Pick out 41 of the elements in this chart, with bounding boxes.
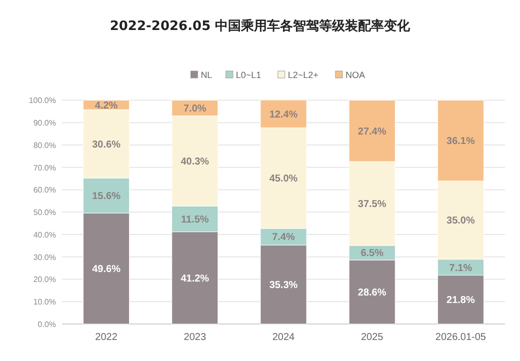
x-tick-label: 2026.01-05 — [435, 332, 486, 343]
x-tick-label: 2025 — [360, 332, 384, 343]
data-label: 6.5% — [360, 248, 384, 260]
y-tick-label: 40.0% — [33, 230, 56, 240]
data-label: 15.6% — [92, 191, 121, 202]
data-label: 30.6% — [92, 139, 121, 150]
data-label: 7.4% — [272, 232, 296, 244]
x-tick-label: 2024 — [272, 332, 296, 343]
data-label: 35.3% — [269, 280, 298, 292]
y-tick-label: 30.0% — [33, 252, 56, 262]
chart-title: 2022-2026.05 中国乘用车各智驾等级装配率变化 — [110, 18, 412, 34]
y-tick-label: 90.0% — [33, 118, 56, 128]
data-label: 12.4% — [269, 109, 298, 120]
data-label: 45.0% — [269, 174, 298, 185]
data-label: 28.6% — [358, 288, 386, 298]
data-label: 7.0% — [184, 104, 206, 115]
data-label: 36.1% — [446, 136, 475, 148]
y-tick-label: 60.0% — [33, 186, 56, 195]
y-tick-label: 20.0% — [33, 275, 56, 284]
x-tick-label: 2023 — [184, 332, 206, 343]
y-tick-label: 100.0% — [28, 96, 56, 106]
x-tick-label: 2022 — [95, 332, 118, 343]
data-label: 35.0% — [446, 216, 475, 227]
data-label: 37.5% — [358, 198, 386, 210]
legend-label: NOA — [346, 70, 366, 80]
legend-label: NL — [200, 70, 212, 80]
y-tick-label: 80.0% — [33, 140, 56, 150]
data-label: 4.2% — [94, 100, 118, 112]
y-tick-label: 50.0% — [33, 208, 56, 218]
data-label: 21.8% — [446, 295, 475, 306]
y-tick-label: 10.0% — [33, 298, 56, 307]
data-label: 11.5% — [180, 214, 209, 226]
y-tick-label: 70.0% — [33, 163, 56, 172]
data-label: 40.3% — [180, 156, 210, 168]
data-label: 49.6% — [92, 264, 121, 276]
data-label: 27.4% — [358, 126, 386, 138]
y-tick-label: 0.0% — [38, 320, 56, 329]
legend-label: L0~L1 — [236, 70, 262, 80]
legend-label: L2~L2+ — [288, 70, 318, 80]
data-label: 7.1% — [449, 262, 472, 274]
data-label: 41.2% — [180, 273, 210, 284]
